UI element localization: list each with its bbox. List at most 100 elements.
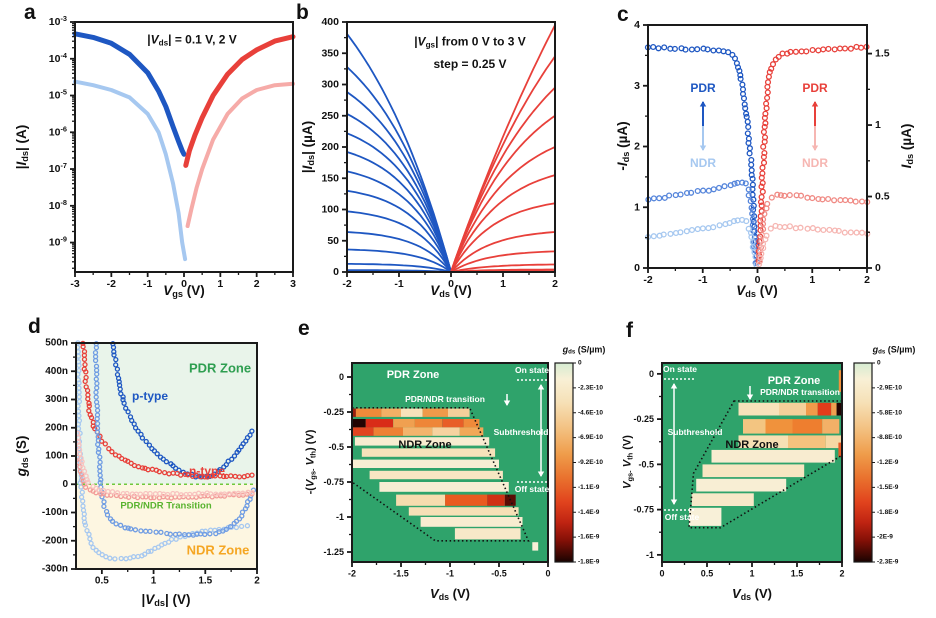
tick-label: 150 [321, 172, 339, 184]
tick-label: 1 [634, 201, 640, 213]
tick-label: 0 [339, 372, 344, 382]
panel-f-letter: f [626, 319, 633, 342]
tick-label: 2 [552, 278, 558, 290]
c-y-axis-label-right: Ids (µA) [899, 123, 915, 169]
c-frame [647, 24, 868, 269]
tick-label: 200n [45, 422, 68, 433]
tick-label: 10-6 [49, 124, 67, 139]
y-ticks-left: 0 -0.25 -0.5 -0.75 -1 [633, 369, 662, 560]
f-off-state-label: Off state [664, 512, 700, 522]
b-series-red-2 [450, 86, 556, 273]
e-pdr-zone-label: PDR Zone [386, 369, 440, 381]
tick-label: -2.9E-10 [877, 384, 902, 391]
tick-label: -1.2E-9 [877, 459, 899, 466]
tick-label: -0.5 [638, 459, 654, 469]
tick-label: 1 [875, 119, 881, 131]
b-series-blue-3 [346, 113, 452, 273]
tick-label: -1 [394, 278, 403, 290]
tick-label: 0 [333, 266, 339, 278]
b-series-red-7 [450, 231, 556, 273]
tick-label: 1 [809, 274, 815, 286]
a-series-3 [185, 81, 295, 228]
x-ticks: -3 -2 -1 0 1 2 3 [70, 272, 296, 290]
tick-label: -0.75 [633, 505, 654, 515]
tick-label: 2 [839, 568, 844, 578]
e-off-state-label: Off state [514, 484, 550, 494]
panel-a: a -3 -2 -1 0 1 2 3 10-3 10-4 10-5 10-6 10-7 10-8 10-9… [0, 0, 310, 305]
panel-b: b -2 -1 0 1 2 0 50 100 150 200 250 300 350 400 |Ids| … [290, 0, 620, 305]
b-series-blue-9 [346, 231, 452, 273]
tick-label: -0.75 [323, 477, 344, 487]
tick-label: -1.8E-9 [578, 559, 600, 566]
tick-label: 3 [290, 278, 296, 290]
y-ticks-right: 0 0.5 1 1.5 [867, 48, 890, 274]
panel-d-plot: 0.5 1 1.5 2 500n 400n 300n 200n 100n 0 -100n -200n -… [42, 338, 260, 587]
tick-label: 0 [755, 274, 761, 286]
panel-f: f 0 0.5 1 1.5 2 0 -0.25 -0.5 -0.75 -1 0 -2.9E-10 -5.… [622, 308, 936, 618]
c-x-axis-label: Vds (V) [736, 283, 778, 299]
x-ticks: -2 -1 0 1 2 [643, 268, 870, 286]
c-series-5 [756, 222, 871, 268]
tick-label: -1 [143, 278, 152, 290]
y-ticks-left: 0 1 2 3 4 [634, 19, 648, 274]
y-ticks-left: 10-3 10-4 10-5 10-6 10-7 10-8 10-9 [49, 14, 75, 269]
tick-label: -8.8E-10 [877, 434, 902, 441]
f-y-axis-label: Vgs- Vth (V) [621, 435, 635, 489]
tick-label: -200n [42, 535, 68, 546]
panel-a-letter: a [24, 1, 36, 24]
tick-label: 1.5 [198, 575, 212, 586]
panel-b-letter: b [296, 1, 309, 24]
tick-label: -2.3E-9 [877, 559, 899, 566]
panel-a-plot: -3 -2 -1 0 1 2 3 10-3 10-4 10-5 10-6 10-7 10-8 10-9 [49, 14, 296, 291]
tick-label: 0 [877, 360, 881, 367]
f-on-state-label: On state [662, 364, 698, 374]
a-x-axis-label: Vgs (V) [163, 283, 205, 299]
tick-label: -1 [336, 512, 344, 522]
e-on-state-label: On state [514, 365, 550, 375]
tick-label: 3 [634, 80, 640, 92]
a-y-axis-label: |Ids| (A) [14, 124, 30, 170]
f-subthreshold-label: Subthreshold [667, 427, 723, 437]
f-pdr-zone-label: PDR Zone [767, 375, 821, 387]
y-ticks-left: 500n 400n 300n 200n 100n 0 -100n -200n -300n [42, 338, 76, 575]
tick-label: -6.9E-10 [578, 434, 603, 441]
tick-label: 0 [875, 262, 881, 274]
e-subthreshold-label: Subthreshold [493, 427, 549, 437]
y-ticks-left: 0 -0.25 -0.5 -0.75 -1 -1.25 [323, 372, 352, 557]
tick-label: -1.8E-9 [877, 509, 899, 516]
tick-label: -5.8E-10 [877, 409, 902, 416]
c-pdr-label-right: PDR [802, 81, 828, 95]
tick-label: 1 [151, 575, 157, 586]
e-ndr-zone-label: NDR Zone [398, 439, 452, 451]
tick-label: -0.25 [633, 414, 654, 424]
tick-label: -2 [643, 274, 652, 286]
tick-label: -4.6E-10 [578, 409, 603, 416]
x-ticks: -2 -1.5 -1 -0.5 0 [348, 562, 551, 578]
b-series-blue-5 [346, 151, 452, 273]
b-x-axis-label: Vds (V) [430, 283, 472, 299]
tick-label: 100 [321, 204, 339, 216]
tick-label: 350 [321, 47, 339, 59]
tick-label: -0.5 [491, 568, 507, 578]
panel-b-plot: -2 -1 0 1 2 0 50 100 150 200 250 300 350 400 [321, 16, 558, 290]
panel-e: e -2 -1.5 -1 -0.5 0 0 -0.25 -0.5 -0.75 -1 -1.25 0 -2… [295, 308, 625, 618]
tick-label: 0.5 [701, 568, 714, 578]
tick-label: -300n [42, 564, 68, 575]
tick-label: 2 [254, 278, 260, 290]
tick-label: 10-9 [49, 234, 67, 249]
b-series-blue-11 [346, 263, 452, 273]
tick-label: 4 [634, 19, 640, 31]
tick-label: 250 [321, 110, 339, 122]
tick-label: -3 [70, 278, 79, 290]
b-series-blue-8 [346, 210, 452, 273]
panel-e-plot: -2 -1.5 -1 -0.5 0 0 -0.25 -0.5 -0.75 -1 -1.25 0 -2.3… [323, 360, 603, 579]
b-y-axis-label: |Ids| (µA) [300, 120, 316, 174]
a-annotation: |Vds| = 0.1 V, 2 V [147, 32, 237, 48]
f-transition-label: PDR/NDR transition [760, 387, 840, 397]
tick-label: -1.4E-9 [578, 509, 600, 516]
tick-label: 0.5 [95, 575, 109, 586]
e-colorbar-title: gds (S/µm) [562, 344, 606, 356]
tick-label: 0 [181, 278, 187, 290]
f-heat-rows [689, 370, 842, 526]
panel-d-letter: d [28, 315, 41, 338]
